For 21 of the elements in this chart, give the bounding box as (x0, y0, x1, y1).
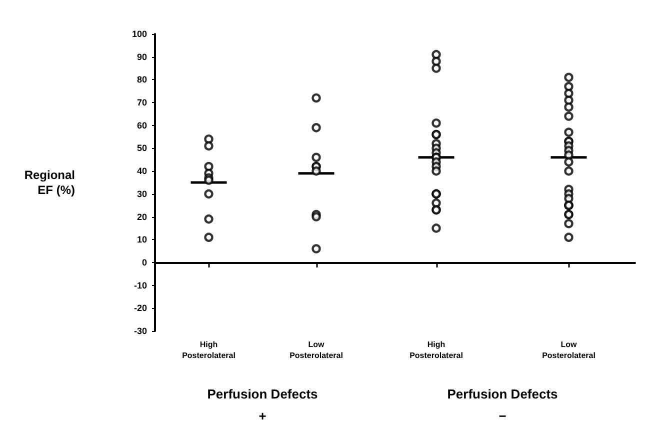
y-tick-label: 100 (132, 29, 147, 39)
y-tick-label: 60 (136, 120, 147, 130)
x-axis-title: Perfusion Defects + (207, 386, 318, 424)
x-tick-label: Low Posterolateral (542, 340, 596, 360)
x-tick-label: High Posterolateral (410, 340, 463, 360)
y-tick-label: 70 (136, 98, 147, 108)
y-tick-label: 30 (136, 188, 147, 199)
x-tick-label: Low Posterolateral (290, 340, 343, 360)
y-tick-label: 40 (136, 166, 147, 176)
y-tick-label: 20 (136, 212, 147, 222)
y-tick-label: -20 (134, 303, 147, 314)
y-axis-title: Regional EF (%) (24, 168, 75, 197)
y-tick-label: 90 (136, 52, 147, 62)
x-tick-label: High Posterolateral (182, 340, 236, 360)
y-tick-label: -30 (134, 326, 147, 336)
y-tick-label: 10 (136, 234, 147, 245)
y-tick-label: 80 (136, 74, 147, 85)
y-tick-label: 50 (136, 143, 147, 154)
y-tick-label: -10 (134, 280, 147, 290)
y-tick-label: 0 (142, 257, 147, 268)
x-axis-title: Perfusion Defects − (447, 386, 558, 424)
